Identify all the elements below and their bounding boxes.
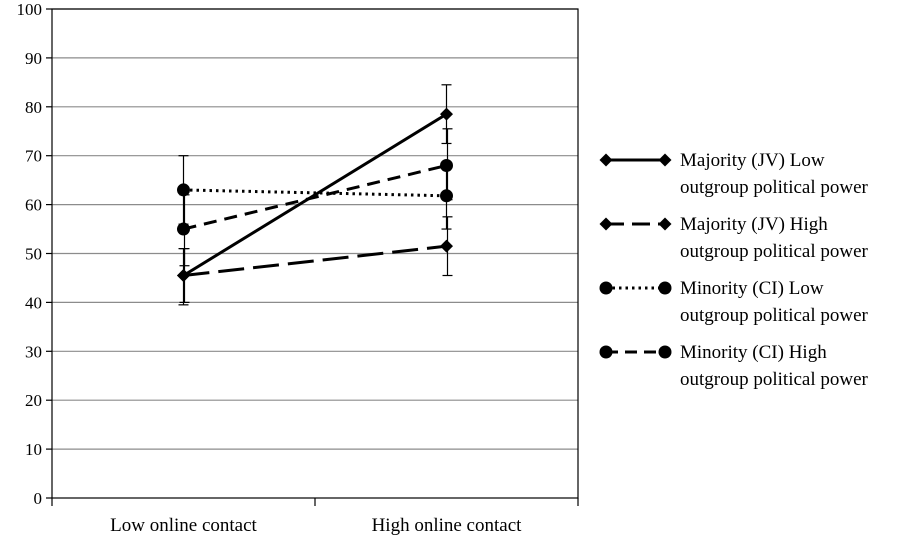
legend-entry: Minority (CI) High outgroup political pow… bbox=[599, 342, 869, 390]
series-1-point bbox=[177, 269, 190, 283]
x-category-labels: Low online contact High online contact bbox=[110, 515, 522, 536]
series-3-point bbox=[177, 222, 190, 236]
series-line-3 bbox=[183, 164, 447, 231]
axes bbox=[46, 8, 579, 506]
series-3-point bbox=[440, 158, 453, 172]
legend-entry: Majority (JV) Low outgroup political powe… bbox=[599, 150, 869, 198]
gridlines bbox=[52, 8, 578, 450]
legend-marker bbox=[658, 281, 672, 295]
series-2-point bbox=[177, 183, 190, 197]
y-tick-label: 100 bbox=[17, 0, 43, 19]
legend-marker bbox=[599, 153, 613, 167]
y-tick-labels: 0 10 20 30 40 50 60 70 80 90 100 bbox=[17, 0, 43, 508]
y-tick-label: 10 bbox=[25, 440, 42, 459]
series-2-point bbox=[440, 189, 453, 203]
legend: Majority (JV) Low outgroup political powe… bbox=[599, 150, 869, 390]
legend-label-line: Majority (JV) High bbox=[680, 214, 828, 235]
series-line-1 bbox=[183, 244, 447, 277]
y-tick-label: 50 bbox=[25, 245, 42, 264]
legend-entry: Majority (JV) High outgroup political pow… bbox=[599, 214, 869, 262]
legend-label-line: outgroup political power bbox=[680, 305, 869, 326]
legend-label-line: outgroup political power bbox=[680, 241, 869, 262]
series-0-point bbox=[440, 107, 453, 121]
y-tick-label: 80 bbox=[25, 98, 42, 117]
y-tick-label: 0 bbox=[34, 489, 43, 508]
x-category-label: Low online contact bbox=[110, 515, 257, 536]
legend-marker bbox=[658, 153, 672, 167]
legend-marker bbox=[658, 345, 672, 359]
series-1-point bbox=[440, 239, 453, 253]
legend-label-line: Minority (CI) High bbox=[680, 342, 827, 363]
legend-marker bbox=[599, 217, 613, 231]
series-line-0 bbox=[182, 112, 448, 277]
legend-label-line: outgroup political power bbox=[680, 369, 869, 390]
legend-marker bbox=[658, 217, 672, 231]
series-line-2 bbox=[183, 188, 447, 198]
legend-entry: Minority (CI) Low outgroup political powe… bbox=[599, 278, 869, 326]
y-tick-label: 30 bbox=[25, 342, 42, 361]
legend-label-line: Majority (JV) Low bbox=[680, 150, 825, 171]
y-tick-label: 40 bbox=[25, 293, 42, 312]
legend-marker bbox=[599, 281, 613, 295]
y-tick-label: 70 bbox=[25, 147, 42, 166]
series-lines bbox=[177, 107, 453, 283]
legend-label-line: outgroup political power bbox=[680, 177, 869, 198]
legend-label-line: Minority (CI) Low bbox=[680, 278, 824, 299]
y-tick-label: 90 bbox=[25, 49, 42, 68]
y-tick-label: 60 bbox=[25, 196, 42, 215]
y-tick-label: 20 bbox=[25, 391, 42, 410]
legend-marker bbox=[599, 345, 613, 359]
x-category-label: High online contact bbox=[372, 515, 523, 536]
